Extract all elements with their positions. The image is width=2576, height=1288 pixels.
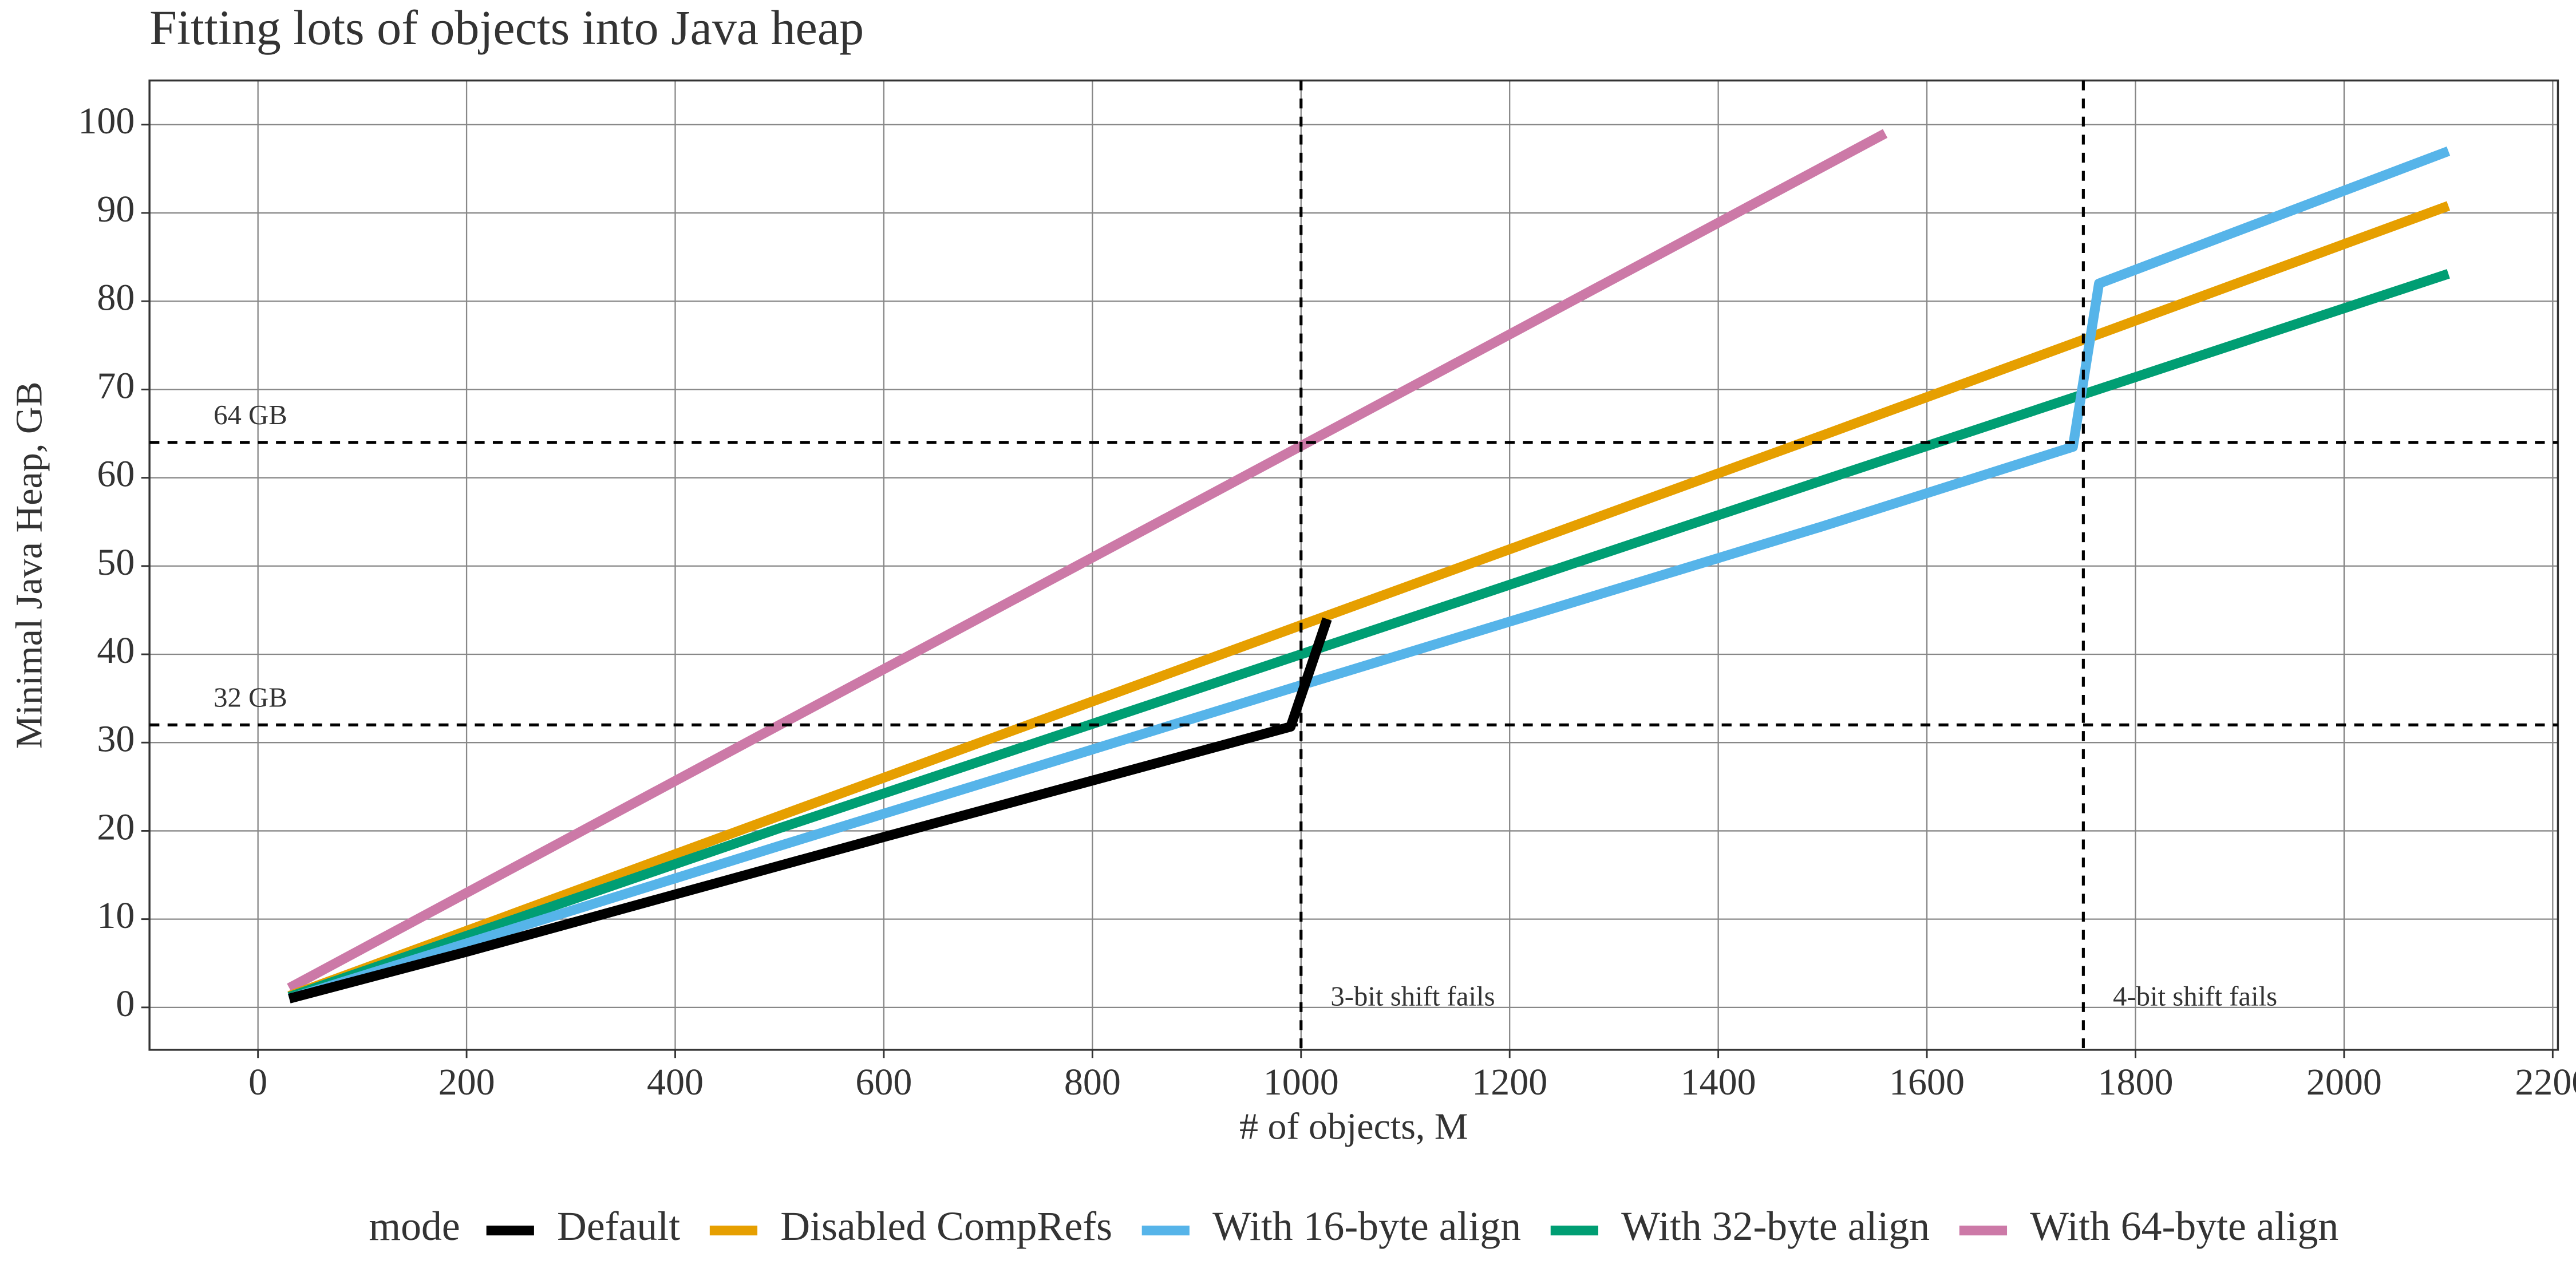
series-line bbox=[287, 129, 1888, 993]
reference-label: 3-bit shift fails bbox=[1330, 981, 1495, 1012]
y-tick-label: 50 bbox=[97, 542, 135, 583]
y-tick-label: 100 bbox=[78, 100, 135, 142]
y-tick-label: 20 bbox=[97, 807, 135, 848]
x-tick-label: 1400 bbox=[1681, 1061, 1756, 1103]
x-tick-label: 200 bbox=[438, 1061, 495, 1103]
y-tick-label: 80 bbox=[97, 276, 135, 318]
legend-label: With 32-byte align bbox=[1621, 1203, 1930, 1249]
y-tick-label: 90 bbox=[97, 188, 135, 230]
series-line bbox=[287, 269, 2450, 1002]
y-tick-label: 70 bbox=[97, 365, 135, 407]
x-tick-label: 400 bbox=[647, 1061, 704, 1103]
x-tick-label: 800 bbox=[1064, 1061, 1121, 1103]
x-tick-label: 0 bbox=[248, 1061, 267, 1103]
legend-label: Default bbox=[557, 1203, 680, 1249]
y-tick-label: 0 bbox=[116, 983, 135, 1025]
x-tick-label: 1600 bbox=[1889, 1061, 1965, 1103]
x-tick-label: 1800 bbox=[2097, 1061, 2173, 1103]
reference-label: 32 GB bbox=[214, 682, 287, 713]
legend-label: With 16-byte align bbox=[1212, 1203, 1521, 1249]
x-tick-label: 600 bbox=[855, 1061, 912, 1103]
reference-label: 64 GB bbox=[214, 400, 287, 430]
legend-label: Disabled CompRefs bbox=[780, 1203, 1112, 1249]
x-tick-label: 2000 bbox=[2306, 1061, 2382, 1103]
y-tick-label: 10 bbox=[97, 895, 135, 937]
series-line bbox=[288, 617, 1332, 1003]
x-axis-label: # of objects, M bbox=[1239, 1106, 1468, 1148]
plot: 32 GB 64 GB 3-bit shift fails 4-bit shift f… bbox=[149, 80, 2558, 1050]
x-tick-label: 1200 bbox=[1472, 1061, 1547, 1103]
chart-title: Fitting lots of objects into Java heap bbox=[149, 0, 864, 55]
legend: mode Default Disabled CompRefs With 16-byte… bbox=[369, 1203, 2338, 1249]
reference-label: 4-bit shift fails bbox=[2113, 981, 2277, 1012]
series-line bbox=[287, 146, 2451, 1003]
x-tick-label: 1000 bbox=[1263, 1061, 1339, 1103]
y-tick-label: 60 bbox=[97, 453, 135, 495]
legend-label: With 64-byte align bbox=[2030, 1203, 2338, 1249]
legend-title: mode bbox=[369, 1203, 460, 1249]
y-axis-label: Minimal Java Heap, GB bbox=[9, 381, 50, 749]
y-tick-label: 40 bbox=[97, 630, 135, 671]
y-tick-label: 30 bbox=[97, 718, 135, 760]
plot-border bbox=[148, 79, 2559, 1051]
grid: 0 200 400 600 800 1000 1200 1400 1600 1800 2000 220… bbox=[78, 79, 2576, 1103]
